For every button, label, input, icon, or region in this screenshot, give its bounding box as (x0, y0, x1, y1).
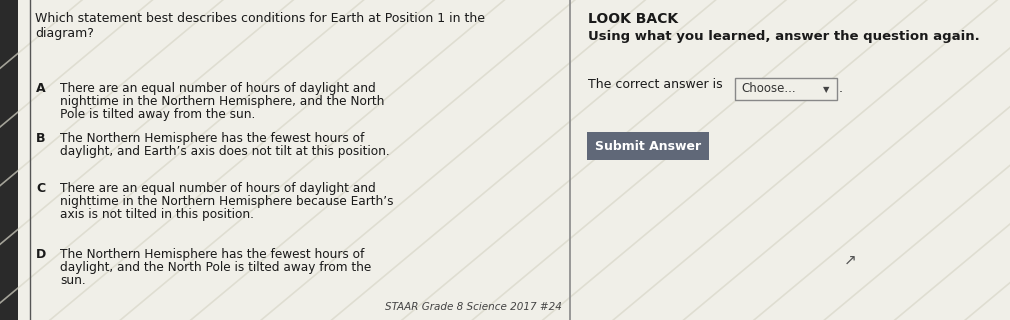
Text: Which statement best describes conditions for Earth at Position 1 in the: Which statement best describes condition… (35, 12, 485, 25)
Text: ▼: ▼ (823, 85, 829, 94)
Text: There are an equal number of hours of daylight and: There are an equal number of hours of da… (60, 182, 376, 195)
Text: The correct answer is: The correct answer is (588, 78, 722, 91)
Text: A: A (36, 82, 45, 95)
Text: nighttime in the Northern Hemisphere, and the North: nighttime in the Northern Hemisphere, an… (60, 95, 385, 108)
Text: There are an equal number of hours of daylight and: There are an equal number of hours of da… (60, 82, 376, 95)
Text: B: B (36, 132, 45, 145)
Text: Pole is tilted away from the sun.: Pole is tilted away from the sun. (60, 108, 256, 121)
Text: axis is not tilted in this position.: axis is not tilted in this position. (60, 208, 254, 221)
Text: .: . (839, 83, 843, 95)
Text: STAAR Grade 8 Science 2017 #24: STAAR Grade 8 Science 2017 #24 (385, 302, 562, 312)
Text: diagram?: diagram? (35, 27, 94, 40)
Text: D: D (36, 248, 46, 261)
Text: Choose...: Choose... (741, 83, 796, 95)
FancyBboxPatch shape (587, 132, 709, 160)
Text: The Northern Hemisphere has the fewest hours of: The Northern Hemisphere has the fewest h… (60, 248, 365, 261)
Text: C: C (36, 182, 45, 195)
Text: Submit Answer: Submit Answer (595, 140, 701, 153)
Text: The Northern Hemisphere has the fewest hours of: The Northern Hemisphere has the fewest h… (60, 132, 365, 145)
Text: daylight, and the North Pole is tilted away from the: daylight, and the North Pole is tilted a… (60, 261, 372, 274)
Text: daylight, and Earth’s axis does not tilt at this position.: daylight, and Earth’s axis does not tilt… (60, 145, 390, 158)
Text: LOOK BACK: LOOK BACK (588, 12, 678, 26)
Text: Using what you learned, answer the question again.: Using what you learned, answer the quest… (588, 30, 980, 43)
Text: sun.: sun. (60, 274, 86, 287)
FancyBboxPatch shape (735, 78, 837, 100)
Text: ↗: ↗ (843, 252, 856, 268)
Text: nighttime in the Northern Hemisphere because Earth’s: nighttime in the Northern Hemisphere bec… (60, 195, 394, 208)
